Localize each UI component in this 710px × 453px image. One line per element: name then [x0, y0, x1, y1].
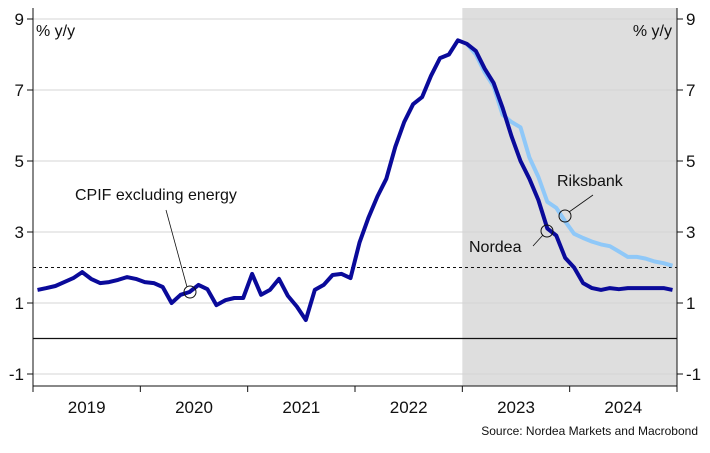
y-tick-label-right: 3: [686, 223, 695, 242]
annotation-leader-cpif: [165, 209, 188, 288]
annotation-leader-nordea: [532, 234, 544, 247]
annotation-marker-riksbank: [558, 209, 572, 223]
annotation-leader-riksbank: [568, 194, 594, 213]
annotation-marker-cpif: [183, 285, 197, 299]
annotation-nordea: Nordea: [469, 239, 522, 256]
x-tick-label: 2024: [604, 398, 642, 417]
gridlines: [33, 18, 677, 375]
unit-label-right: % y/y: [633, 23, 672, 40]
x-tick-label: 2023: [497, 398, 535, 417]
x-tick-label: 2020: [175, 398, 213, 417]
annotation-riksbank: Riksbank: [557, 173, 624, 190]
tick-labels: -1 -1 1 1 3 3 5 5 7 7 9 9 2019 2020 2021 2022 2023 2024: [9, 10, 701, 417]
y-tick-label-left: 9: [15, 10, 24, 29]
y-tick-label-left: -1: [9, 365, 24, 384]
axes: [27, 8, 683, 392]
y-tick-label-right: 7: [686, 81, 695, 100]
y-tick-label-left: 1: [15, 294, 24, 313]
unit-label-left: % y/y: [36, 23, 75, 40]
series-line-riksbank: [465, 42, 674, 268]
series-line-nordea: [37, 38, 673, 322]
x-tick-label: 2021: [282, 398, 320, 417]
y-tick-label-right: 1: [686, 294, 695, 313]
x-tick-label: 2022: [390, 398, 428, 417]
annotation-cpif: CPIF excluding energy: [75, 187, 237, 204]
y-tick-label-left: 3: [15, 223, 24, 242]
source-note: Source: Nordea Markets and Macrobond: [481, 424, 698, 438]
forecast-shading: [462, 8, 677, 386]
y-tick-label-right: 5: [686, 152, 695, 171]
annotation-marker-nordea: [540, 224, 554, 238]
x-tick-label: 2019: [68, 398, 106, 417]
y-tick-label-left: 7: [15, 81, 24, 100]
y-tick-label-right: -1: [686, 365, 701, 384]
y-tick-label-left: 5: [15, 152, 24, 171]
y-tick-label-right: 9: [686, 10, 695, 29]
